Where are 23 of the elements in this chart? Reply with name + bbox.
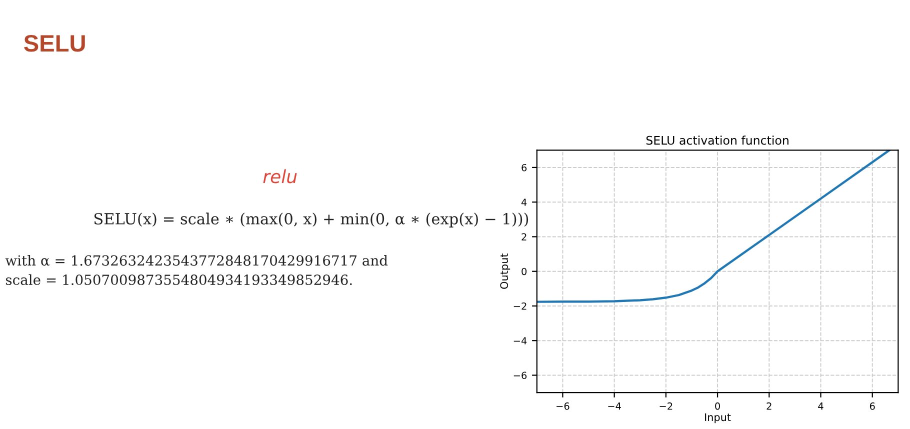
text: SELU bbox=[24, 34, 85, 52]
text: relu bbox=[263, 169, 297, 184]
y-tick-label: −6 bbox=[514, 372, 527, 380]
text: SELU(x) = scale ∗ (max(0, x) + min(0, α ∗ (exp(x) − 1))) bbox=[94, 212, 528, 228]
x-tick-label: −2 bbox=[660, 402, 672, 410]
line-series bbox=[536, 150, 891, 303]
chart-title: SELU activation function bbox=[646, 136, 788, 145]
y-tick-label: 2 bbox=[522, 233, 526, 240]
x-axis-title: Input bbox=[705, 413, 731, 424]
y-tick-label: 6 bbox=[522, 164, 527, 172]
x-tick-label: 4 bbox=[818, 402, 824, 410]
x-tick-label: −4 bbox=[608, 402, 621, 410]
y-tick-label: 4 bbox=[521, 198, 527, 206]
y-tick-label: 0 bbox=[522, 268, 527, 276]
y-tick-label: −2 bbox=[514, 302, 526, 310]
text: scale = 1.0507009873554804934193349852946. bbox=[6, 274, 352, 286]
text: with α = 1.6732632423543772848170429916717 and bbox=[5, 254, 388, 266]
y-tick-label: −4 bbox=[514, 337, 527, 344]
x-tick-label: 0 bbox=[715, 402, 720, 410]
x-tick-label: 2 bbox=[766, 402, 772, 410]
x-tick-label: −6 bbox=[556, 402, 570, 410]
y-axis-title: Output bbox=[500, 254, 510, 289]
x-tick-label: 6 bbox=[870, 402, 875, 410]
